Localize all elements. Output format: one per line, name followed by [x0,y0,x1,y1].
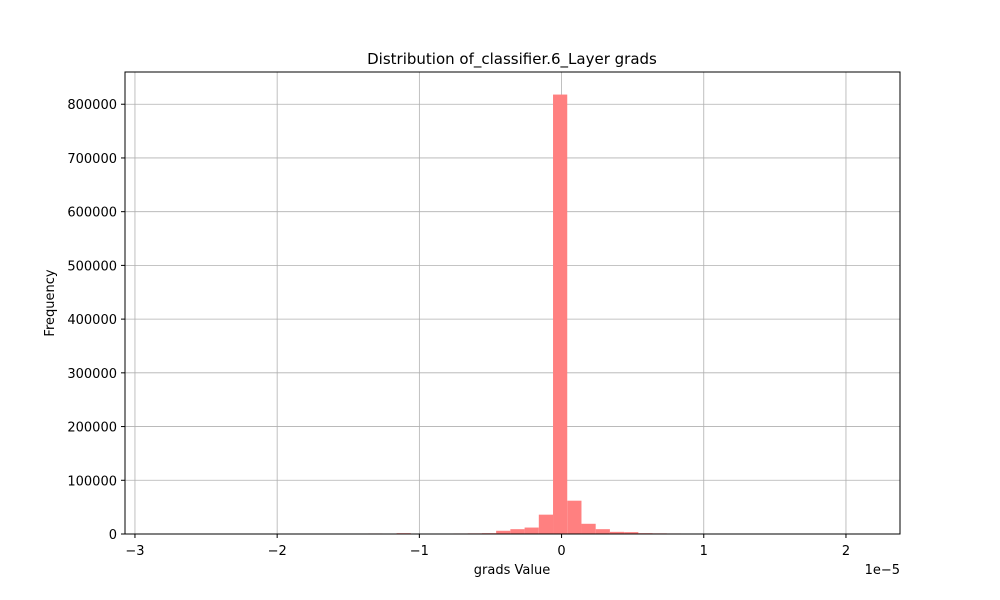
chart-title: Distribution of_classifier.6_Layer grads [367,50,657,69]
x-tick-label: −1 [410,544,429,559]
y-tick-label: 700000 [67,152,117,167]
histogram-bar [581,523,596,534]
y-tick-label: 0 [109,528,117,543]
histogram-bar [624,532,639,534]
y-tick-label: 800000 [67,98,117,113]
histogram-bar [567,500,582,534]
y-tick-label: 100000 [67,474,117,489]
x-tick-label: −3 [125,544,144,559]
histogram-bar [553,94,568,534]
x-tick-label: 2 [842,544,850,559]
histogram-bar [609,531,625,534]
plot-frame [124,71,901,535]
x-axis-offset-label: 1e−5 [865,563,900,578]
histogram-bar [510,529,525,534]
histogram-bar [595,529,610,534]
x-axis-label: grads Value [474,563,550,578]
x-tick-label: 1 [700,544,708,559]
y-tick-label: 600000 [67,206,117,221]
histogram-bar [538,514,554,534]
axis-ticks: −3 −2 −1 0 1 2 0 100000 200000 300000 400000 500000… [67,98,850,559]
y-tick-label: 300000 [67,367,117,382]
x-tick-label: 0 [557,544,565,559]
histogram-bar [524,527,539,534]
y-tick-label: 400000 [67,313,117,328]
histogram-bar [496,530,511,534]
x-tick-label: −2 [268,544,287,559]
grid-lines [125,72,900,535]
histogram-bars [368,94,710,534]
y-axis-label: Frequency [43,269,58,336]
y-tick-label: 200000 [67,421,117,436]
y-tick-label: 500000 [67,259,117,274]
